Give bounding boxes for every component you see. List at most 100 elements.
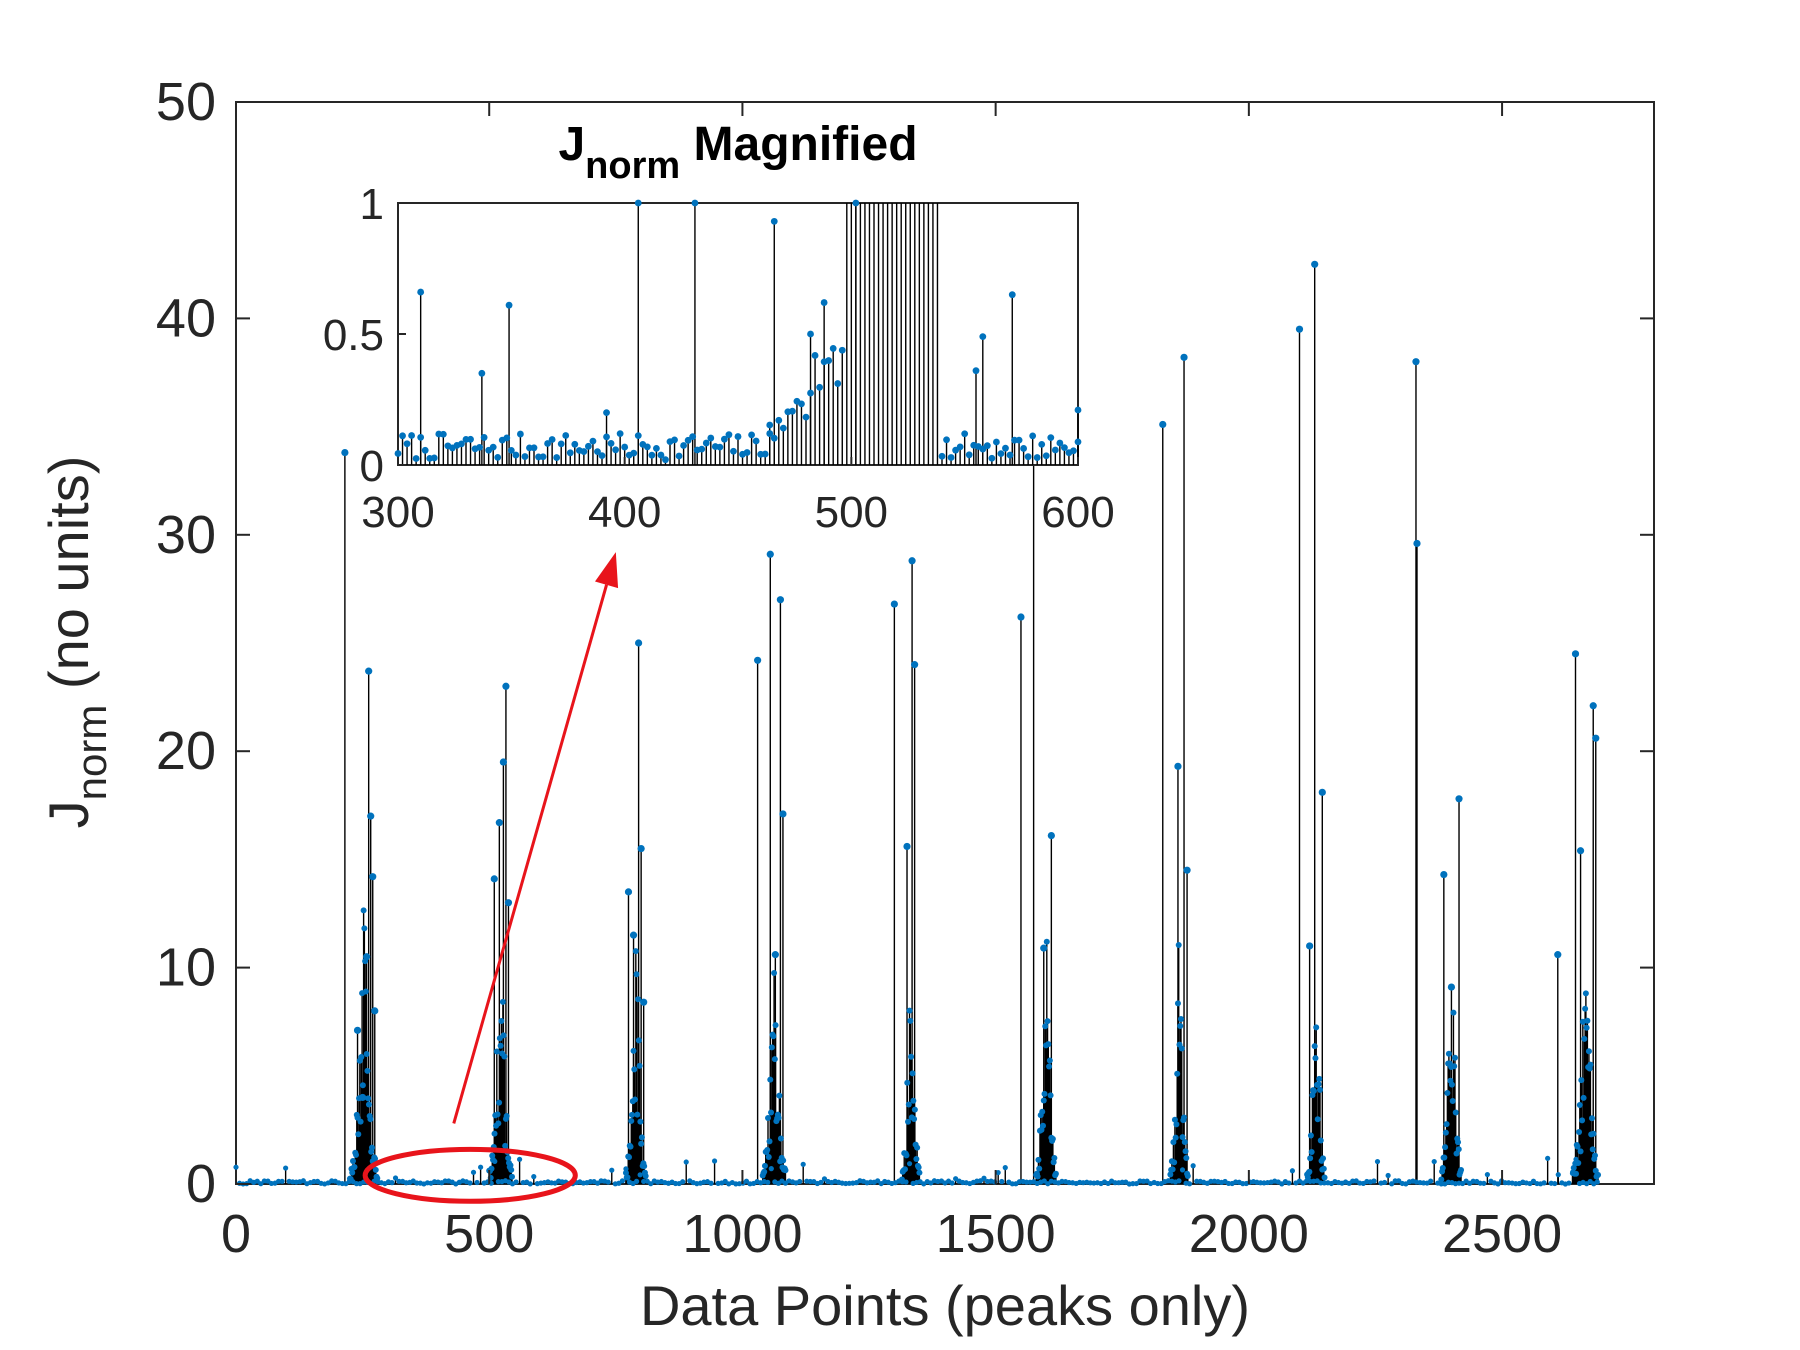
cluster-6-point-marker xyxy=(1171,1116,1178,1123)
cluster-4-peak-0-marker xyxy=(890,600,898,608)
cluster-0-point-marker xyxy=(372,1166,379,1173)
cluster-6-point-marker xyxy=(1173,1121,1180,1128)
cluster-1-point-marker xyxy=(503,1112,510,1119)
cluster-4-peak-1-marker xyxy=(903,842,911,851)
main-ticks xyxy=(235,101,1654,1185)
cluster-7-point-marker xyxy=(1307,1132,1314,1139)
cluster-8-point-marker xyxy=(1439,1165,1446,1172)
inset-point-marker xyxy=(580,448,588,455)
cluster-1-point-marker xyxy=(496,1099,503,1106)
cluster-2-point-marker xyxy=(629,1111,636,1118)
main-point-marker xyxy=(999,1178,1005,1185)
cluster-5-point-marker xyxy=(1051,1154,1058,1161)
inset-notable-6-marker xyxy=(766,430,774,437)
cluster-9-point-marker xyxy=(1582,1005,1589,1012)
cluster-5-point-marker xyxy=(1052,1170,1059,1177)
cluster-5-point-marker xyxy=(1034,1173,1041,1180)
inset-point-marker xyxy=(616,430,624,438)
inset-point-marker xyxy=(770,434,778,442)
cluster-2-point-marker xyxy=(638,1134,645,1141)
main-point-marker xyxy=(300,1178,306,1184)
cluster-6-point-marker xyxy=(1171,1159,1178,1166)
main-point-marker xyxy=(949,1180,955,1186)
cluster-7-point-marker xyxy=(1317,1137,1324,1144)
cluster-0-peak-1-marker xyxy=(353,1026,362,1034)
cluster-0-point-marker xyxy=(357,1118,364,1125)
inset-point-marker xyxy=(807,389,814,397)
cluster-0-point-marker xyxy=(349,1169,356,1176)
main-point-marker xyxy=(1484,1171,1490,1178)
main-point-marker xyxy=(1381,1179,1388,1186)
cluster-5-point-marker xyxy=(1045,1041,1052,1048)
y-tick-label: 0 xyxy=(186,1154,216,1214)
cluster-6-point-marker xyxy=(1170,1139,1177,1146)
inset-point-marker xyxy=(761,450,769,458)
cluster-9-point-marker xyxy=(1592,1152,1599,1159)
cluster-1-point-marker xyxy=(505,1155,512,1162)
inset-point-marker xyxy=(517,430,524,438)
cluster-4-point-marker xyxy=(903,1152,910,1159)
cluster-6-peak-0-marker xyxy=(1159,420,1167,429)
inset-notable-7-marker xyxy=(770,217,778,225)
inset-point-marker xyxy=(779,424,787,432)
main-point-marker xyxy=(711,1158,718,1164)
inset-point-marker xyxy=(675,452,683,460)
cluster-6-point-marker xyxy=(1167,1171,1174,1178)
inset-point-marker xyxy=(789,407,796,415)
cluster-3-peak-4-marker xyxy=(779,810,787,818)
inset-point-marker xyxy=(539,453,547,461)
inset-point-marker xyxy=(489,443,497,451)
cluster-2-point-marker xyxy=(628,1117,635,1124)
x-tick-label: 2500 xyxy=(1442,1204,1562,1264)
cluster-2-point-marker xyxy=(632,948,639,955)
cluster-6-point-marker xyxy=(1179,1134,1186,1141)
cluster-6-point-marker xyxy=(1177,1016,1184,1023)
main-point-marker xyxy=(906,1161,913,1167)
cluster-1-point-marker xyxy=(491,1130,498,1137)
main-point-marker xyxy=(1289,1168,1296,1174)
inset-title-main: J xyxy=(558,118,585,171)
cluster-8-point-marker xyxy=(1442,1129,1449,1136)
cluster-6-peak-1-marker xyxy=(1174,762,1182,770)
cluster-3-peak-0-marker xyxy=(754,656,762,664)
inset-point-marker xyxy=(671,436,678,444)
cluster-9-point-marker xyxy=(1587,1061,1594,1068)
y-axis-label-subscript: norm xyxy=(68,705,115,801)
cluster-0-point-marker xyxy=(368,1144,375,1151)
inset-point-marker xyxy=(993,438,1000,446)
cluster-4-point-marker xyxy=(906,1007,913,1014)
main-point-marker xyxy=(1385,1172,1391,1179)
cluster-8-peak-0-marker xyxy=(1412,358,1420,366)
inset-point-marker xyxy=(811,352,819,359)
cluster-4-point-marker xyxy=(909,1070,916,1077)
cluster-4-point-marker xyxy=(910,1097,917,1104)
cluster-8-peak-2-marker xyxy=(1440,870,1448,879)
cluster-5-point-marker xyxy=(1036,1165,1043,1172)
cluster-5-peak-0-marker xyxy=(1017,613,1025,621)
inset-title-suffix: Magnified xyxy=(694,118,918,171)
inset-notable-9-marker xyxy=(820,299,828,306)
main-point-marker xyxy=(1176,1178,1182,1184)
inset-point-marker xyxy=(938,452,946,460)
cluster-2-point-marker xyxy=(637,1118,644,1125)
cluster-0-point-marker xyxy=(363,1051,370,1058)
inset-point-marker xyxy=(1051,446,1059,454)
inset-point-marker xyxy=(562,432,570,439)
y-tick-label: 40 xyxy=(156,288,216,348)
cluster-9-point-marker xyxy=(1579,1018,1586,1025)
cluster-6-point-marker xyxy=(1172,1134,1179,1141)
inset-point-marker xyxy=(816,383,823,391)
inset-point-marker xyxy=(943,436,950,444)
cluster-5-point-marker xyxy=(1043,938,1050,945)
main-point-marker xyxy=(765,1179,771,1185)
inset-point-marker xyxy=(544,440,551,447)
cluster-7-peak-1-marker xyxy=(1306,942,1314,950)
cluster-6-point-marker xyxy=(1181,1114,1188,1121)
inset-point-marker xyxy=(557,440,565,448)
inset-point-marker xyxy=(997,450,1005,458)
cluster-3-point-marker xyxy=(768,1109,775,1116)
inset-point-marker xyxy=(417,433,425,441)
cluster-8-peak-3-marker xyxy=(1447,983,1456,991)
cluster-1-peak-0-marker xyxy=(490,875,498,883)
cluster-3-point-marker xyxy=(777,1135,784,1142)
